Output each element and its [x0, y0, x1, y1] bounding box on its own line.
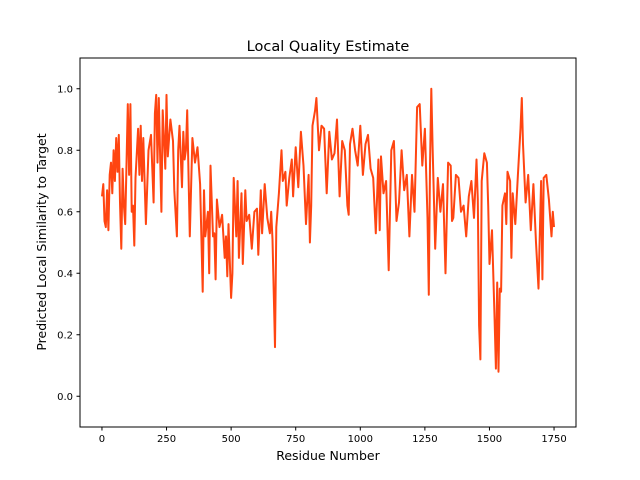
chart-title: Local Quality Estimate: [247, 39, 410, 55]
y-tick-label: 0.2: [57, 330, 73, 341]
x-tick-label: 1500: [477, 434, 502, 445]
y-tick-label: 0.0: [57, 392, 73, 403]
x-tick-label: 0: [99, 434, 105, 445]
x-tick-label: 500: [222, 434, 241, 445]
y-tick-label: 0.8: [57, 146, 73, 157]
x-tick-label: 1750: [541, 434, 566, 445]
y-axis: 0.0 0.2 0.4 0.6 0.8 1.0: [57, 84, 80, 403]
y-axis-label: Predicted Local Similarity to Target: [34, 133, 49, 350]
x-tick-label: 750: [286, 434, 305, 445]
x-axis-label: Residue Number: [276, 448, 380, 463]
y-tick-label: 0.6: [57, 207, 73, 218]
y-tick-label: 0.4: [57, 269, 73, 280]
x-tick-label: 250: [157, 434, 176, 445]
axes-frame: [79, 57, 577, 428]
x-tick-label: 1000: [348, 434, 373, 445]
plot-area: [101, 87, 555, 373]
x-axis: 0 250 500 750 1000 1250 1500 1750: [99, 427, 567, 445]
y-tick-label: 1.0: [57, 84, 73, 95]
x-tick-label: 1250: [412, 434, 437, 445]
series-line: [101, 87, 555, 373]
